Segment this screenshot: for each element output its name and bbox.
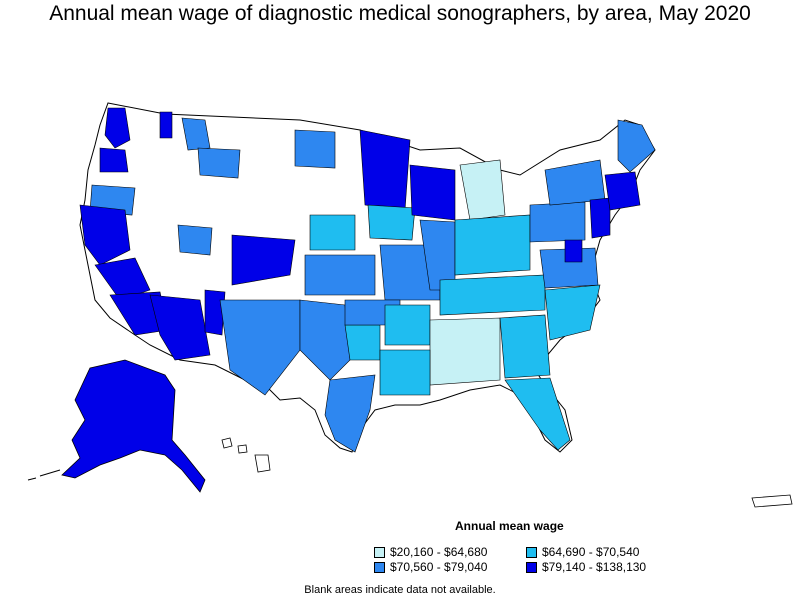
legend-item-tier4: $79,140 - $138,130 [526,560,646,574]
region-kentucky-tennessee [439,274,546,316]
region-carolinas [544,284,601,341]
region-texas-central [299,299,351,381]
region-hawaii-2 [237,444,248,454]
region-pennsylvania [529,201,586,243]
region-kansas [304,254,376,296]
region-minnesota [359,129,411,211]
region-indiana-ohio [454,214,531,276]
region-texas-west [219,299,301,396]
region-seattle [104,107,131,149]
legend-item-tier2: $64,690 - $70,540 [526,545,639,559]
region-dallas [344,324,381,361]
legend-label-tier3: $70,560 - $79,040 [390,560,488,574]
region-hawaii-3 [254,454,271,473]
region-hawaii-1 [221,437,233,449]
region-northern-california [79,204,131,266]
region-new-england [604,171,641,211]
region-idaho-north [181,117,211,151]
legend-title: Annual mean wage [455,519,564,533]
map-title: Annual mean wage of diagnostic medical s… [49,2,751,25]
legend-swatch-tier4 [526,561,537,573]
region-maine [617,119,656,173]
region-iowa [367,204,416,241]
region-louisiana [379,349,431,396]
region-georgia [499,314,551,379]
legend-label-tier4: $79,140 - $138,130 [542,560,647,574]
region-alaska-aleutians [27,469,61,481]
region-north-dakota [294,129,336,169]
data-availability-note: Blank areas indicate data not available. [304,584,496,596]
legend-label-tier1: $20,160 - $64,680 [390,545,488,559]
legend-item-tier3: $70,560 - $79,040 [374,560,487,574]
region-nebraska [309,214,356,251]
region-texas-coast [324,374,376,453]
legend-swatch-tier2 [526,546,537,558]
region-arkansas [384,304,431,346]
region-central-california [94,257,151,301]
region-washington-dc [564,239,583,263]
legend-label-tier2: $64,690 - $70,540 [542,545,640,559]
region-florida [504,377,571,451]
region-mississippi-alabama [429,317,501,386]
region-wyoming-utah [177,224,213,256]
region-arizona [149,294,211,361]
region-spokane [159,111,173,139]
legend-item-tier1: $20,160 - $64,680 [374,545,487,559]
region-michigan [459,159,506,221]
region-puerto-rico [751,494,793,508]
region-montana-west [197,147,241,179]
region-nyc-nj [589,197,611,239]
region-alaska [61,359,206,493]
region-wisconsin [409,164,456,221]
region-portland [99,147,129,173]
legend-swatch-tier3 [374,561,385,573]
region-colorado [231,234,296,286]
legend-swatch-tier1 [374,546,385,558]
